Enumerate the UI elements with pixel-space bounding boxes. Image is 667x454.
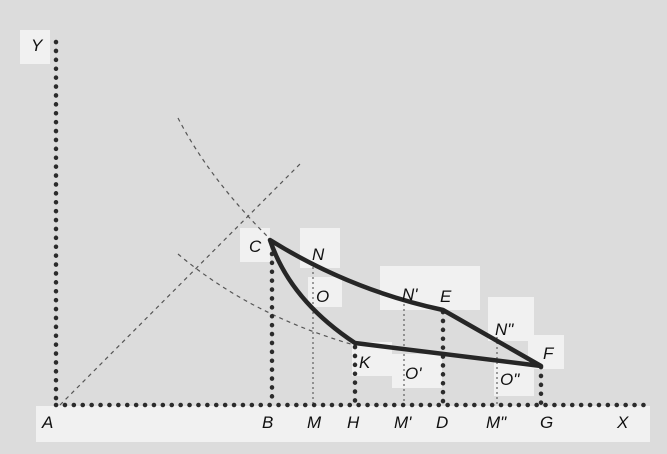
labels: Y X A B M H M' D M" G C N O N' E K O' N"… xyxy=(31,36,629,432)
label-K: K xyxy=(359,353,371,372)
adiabatic-guide-curve xyxy=(177,253,355,346)
label-M: M xyxy=(307,413,322,432)
label-N: N xyxy=(312,245,325,264)
label-C: C xyxy=(249,237,262,256)
label-O2: O" xyxy=(500,370,520,389)
label-G: G xyxy=(540,413,553,432)
label-N2: N" xyxy=(495,320,514,339)
label-O1: O' xyxy=(405,364,422,383)
label-A: A xyxy=(41,413,53,432)
label-H: H xyxy=(347,413,360,432)
label-F: F xyxy=(543,344,555,363)
label-M2: M" xyxy=(486,413,507,432)
label-N1: N' xyxy=(402,285,418,304)
guide-lines xyxy=(59,117,355,406)
label-B: B xyxy=(262,413,273,432)
diagonal-guide-line xyxy=(59,161,303,406)
label-O: O xyxy=(316,287,329,306)
label-D: D xyxy=(436,413,448,432)
dotted-axes xyxy=(53,39,649,408)
label-M1: M' xyxy=(394,413,412,432)
isothermal-guide-curve xyxy=(177,117,273,242)
cycle-curve xyxy=(267,237,544,369)
label-X: X xyxy=(616,413,629,432)
label-backgrounds xyxy=(20,30,650,442)
label-Y: Y xyxy=(31,36,44,55)
thin-ordinates xyxy=(312,262,498,405)
label-E: E xyxy=(440,287,452,306)
